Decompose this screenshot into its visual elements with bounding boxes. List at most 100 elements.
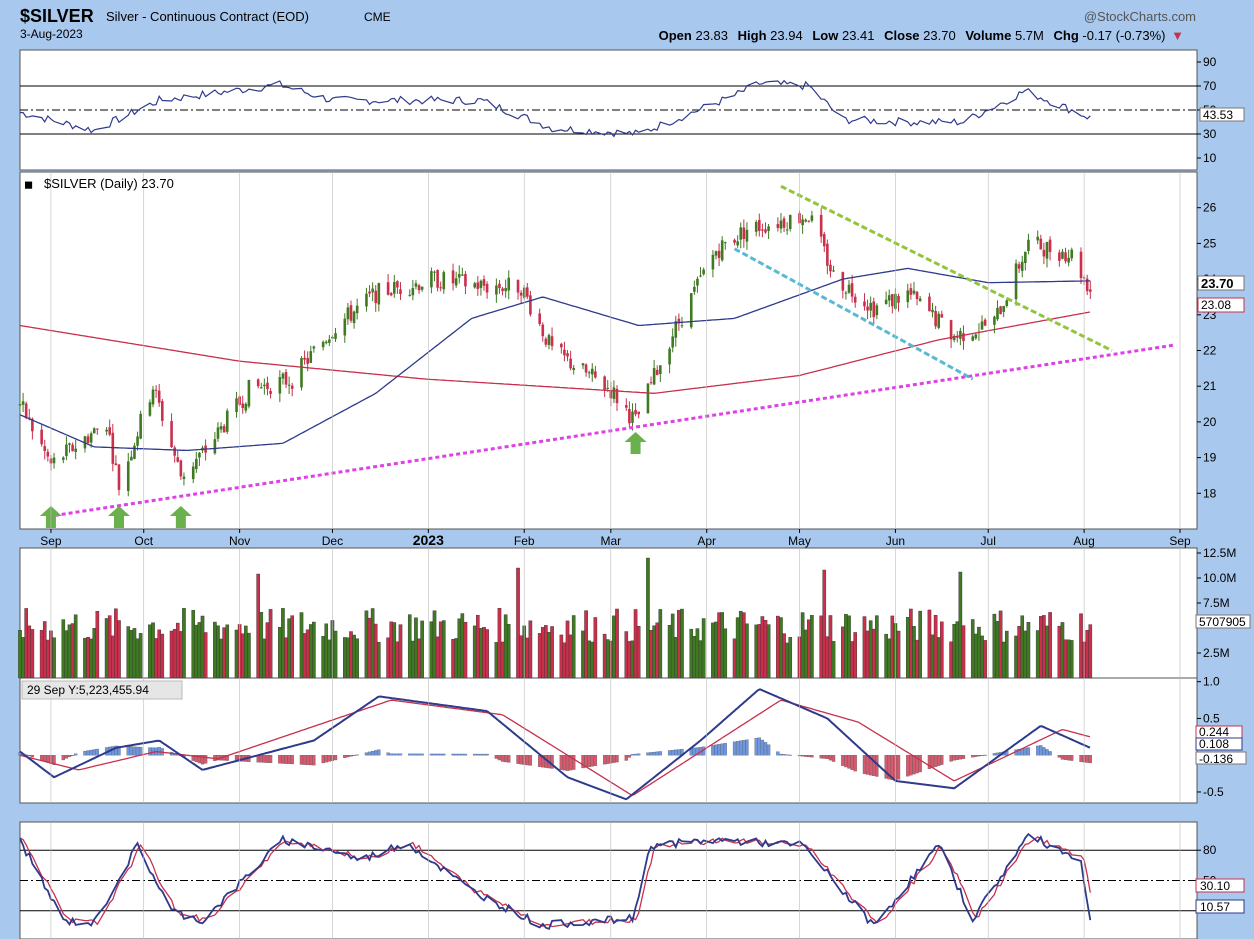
price-candle-body: [1061, 251, 1064, 259]
macd-histogram-bar: [451, 753, 455, 756]
volume-bar: [909, 608, 913, 679]
volume-tick-label: 2.5M: [1203, 646, 1230, 660]
volume-bar: [1014, 635, 1018, 679]
price-candle-body: [1045, 241, 1049, 259]
price-candle-body: [674, 321, 678, 338]
volume-bar: [655, 622, 660, 679]
macd-histogram-bar: [287, 755, 291, 764]
price-tick-label: 18: [1203, 486, 1217, 500]
price-candle-body: [659, 365, 662, 375]
macd-histogram-bar: [720, 743, 724, 756]
volume-bar: [698, 640, 703, 679]
macd-histogram-bar: [262, 755, 267, 763]
quote-line: Open 23.83 High 23.94 Low 23.41 Close 23…: [659, 28, 1184, 43]
price-candle-body: [634, 409, 637, 415]
price-candle-body: [355, 305, 359, 314]
price-candle-body: [996, 307, 999, 320]
close-label: Close: [884, 28, 919, 43]
macd-histogram-bar: [723, 743, 727, 756]
macd-histogram-bar: [148, 747, 152, 756]
price-candle-body: [154, 389, 158, 391]
price-candle-body: [754, 222, 758, 232]
price-candle-body: [24, 403, 28, 418]
volume-bar: [1023, 630, 1028, 679]
x-tick-label: Jun: [886, 534, 905, 548]
price-candle-body: [776, 224, 780, 228]
price-candle-body: [108, 427, 112, 435]
exchange-label: CME: [364, 10, 391, 24]
macd-histogram-bar: [538, 755, 542, 767]
price-candle-body: [1088, 289, 1092, 292]
price-candle-body: [21, 401, 25, 405]
macd-histogram-bar: [370, 751, 375, 756]
volume-bar: [110, 635, 115, 679]
price-candle-body: [420, 286, 424, 290]
price-candle-body: [259, 387, 263, 389]
macd-histogram-bar: [1048, 751, 1052, 756]
macd-histogram-bar: [633, 753, 638, 756]
volume-bar: [259, 612, 264, 679]
volume-bar: [407, 614, 412, 679]
price-candle-body: [652, 368, 656, 385]
price-candle-body: [31, 418, 34, 432]
volume-bar: [373, 623, 378, 679]
macd-histogram-bar: [528, 755, 533, 766]
volume-bar: [745, 623, 749, 679]
macd-histogram-bar: [312, 755, 316, 766]
volume-bar: [1060, 622, 1065, 679]
macd-histogram-bar: [321, 755, 325, 764]
volume-bar: [528, 620, 533, 679]
price-candle-body: [396, 281, 399, 288]
volume-bar: [299, 612, 304, 679]
volume-bar: [114, 608, 118, 679]
macd-histogram-bar: [70, 755, 75, 756]
price-candle-body: [309, 351, 313, 363]
volume-tick-label: 10.0M: [1203, 571, 1236, 585]
volume-last-tag: 5707905: [1195, 614, 1251, 629]
volume-bar: [844, 613, 848, 679]
rsi-tick-label: 90: [1203, 55, 1217, 69]
price-candle-body: [767, 226, 770, 231]
volume-bar: [658, 609, 663, 679]
volume-bar: [890, 615, 895, 679]
volume-bar: [519, 635, 523, 679]
price-candle-body: [303, 357, 306, 360]
volume-bar: [247, 632, 251, 679]
price-candle-body: [584, 364, 588, 373]
rsi-last-value: 43.53: [1203, 108, 1233, 122]
price-candle-body: [974, 334, 978, 339]
price-candle-body: [284, 372, 288, 385]
macd-histogram-bar: [732, 741, 737, 756]
volume-bar: [494, 642, 499, 679]
price-candle-body: [847, 284, 851, 293]
volume-bar: [287, 618, 291, 679]
macd-histogram-bar: [630, 754, 635, 756]
volume-bar: [998, 610, 1003, 679]
price-candle-body: [723, 242, 727, 244]
volume-bar: [871, 628, 876, 679]
price-candle-body: [519, 292, 523, 296]
price-candle-body: [547, 335, 551, 345]
price-candle-body: [170, 421, 173, 448]
price-candle-body: [1048, 239, 1052, 253]
volume-tick-label: 12.5M: [1203, 546, 1236, 560]
macd-histogram-bar: [516, 755, 520, 764]
x-tick-label: Sep: [40, 534, 62, 548]
macd-histogram-bar: [460, 753, 464, 756]
stochastic-k-line: [19, 832, 1092, 931]
macd-histogram-bar: [389, 753, 393, 756]
macd-histogram-bar: [507, 755, 511, 763]
macd-histogram-bar: [909, 755, 913, 776]
volume-bar: [701, 618, 706, 679]
price-candle-body: [915, 291, 919, 300]
price-candle-body: [853, 296, 857, 303]
volume-bar: [1026, 622, 1031, 679]
volume-bar: [472, 625, 477, 679]
rsi-tick-label: 10: [1203, 151, 1217, 165]
macd-histogram-bar: [278, 755, 282, 764]
volume-bar: [810, 615, 814, 679]
up-arrow-icon: [107, 506, 130, 528]
volume-bar: [395, 641, 400, 679]
macd-histogram-bar: [367, 751, 372, 756]
macd-histogram-bar: [355, 754, 359, 756]
